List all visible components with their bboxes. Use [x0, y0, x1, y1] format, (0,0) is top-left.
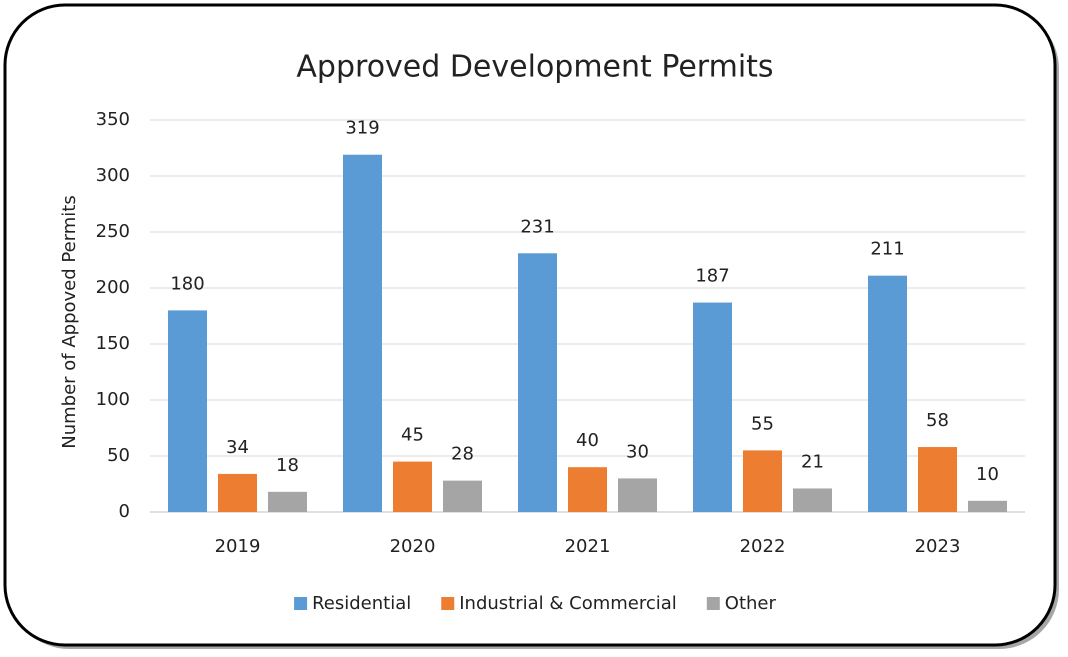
x-tick-label: 2020: [390, 536, 436, 557]
y-tick-label: 350: [96, 109, 130, 130]
bar: [968, 500, 1007, 512]
bar: [443, 480, 482, 512]
data-label: 211: [870, 239, 904, 260]
data-label: 187: [695, 266, 729, 287]
bar: [218, 473, 257, 512]
data-label: 55: [751, 413, 774, 434]
y-tick-label: 100: [96, 389, 130, 410]
bar: [693, 302, 732, 512]
y-tick-label: 150: [96, 333, 130, 354]
bar: [618, 478, 657, 512]
bar: [393, 461, 432, 512]
data-label: 34: [226, 437, 249, 458]
chart-title: Approved Development Permits: [296, 50, 773, 85]
bar: [868, 275, 907, 512]
y-tick-label: 250: [96, 221, 130, 242]
legend-swatch: [294, 597, 308, 610]
bar: [568, 467, 607, 512]
bar: [168, 310, 207, 512]
data-label: 231: [520, 216, 554, 237]
legend-swatch: [441, 597, 455, 610]
data-label: 10: [976, 464, 999, 485]
legend-swatch: [706, 597, 720, 610]
data-label: 45: [401, 425, 424, 446]
x-tick-label: 2023: [915, 536, 961, 557]
legend-label: Industrial & Commercial: [459, 593, 677, 614]
data-label: 21: [801, 451, 824, 472]
x-tick-label: 2021: [565, 536, 611, 557]
data-label: 18: [276, 455, 299, 476]
y-tick-label: 200: [96, 277, 130, 298]
legend-label: Other: [725, 593, 777, 614]
data-label: 319: [345, 118, 379, 139]
bar: [793, 488, 832, 512]
bar: [918, 447, 957, 512]
y-tick-label: 300: [96, 165, 130, 186]
data-label: 58: [926, 410, 949, 431]
legend-label: Residential: [312, 593, 411, 614]
data-label: 28: [451, 444, 474, 465]
bar: [743, 450, 782, 512]
y-axis-label: Number of Appoved Permits: [59, 195, 80, 449]
data-label: 40: [576, 430, 599, 451]
y-tick-label: 50: [107, 445, 130, 466]
bar: [268, 491, 307, 512]
data-label: 180: [170, 273, 204, 294]
data-label: 30: [626, 441, 649, 462]
y-tick-label: 0: [119, 501, 130, 522]
bar: [518, 253, 557, 512]
x-tick-label: 2019: [215, 536, 261, 557]
x-tick-label: 2022: [740, 536, 786, 557]
bar: [343, 154, 382, 512]
